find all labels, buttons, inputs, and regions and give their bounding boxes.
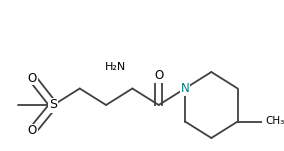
- Text: O: O: [154, 69, 163, 82]
- Text: O: O: [28, 125, 37, 138]
- Text: N: N: [181, 82, 189, 95]
- Text: O: O: [28, 72, 37, 85]
- Text: H₂N: H₂N: [105, 61, 126, 72]
- Text: CH₃: CH₃: [265, 117, 284, 127]
- Text: S: S: [49, 98, 57, 111]
